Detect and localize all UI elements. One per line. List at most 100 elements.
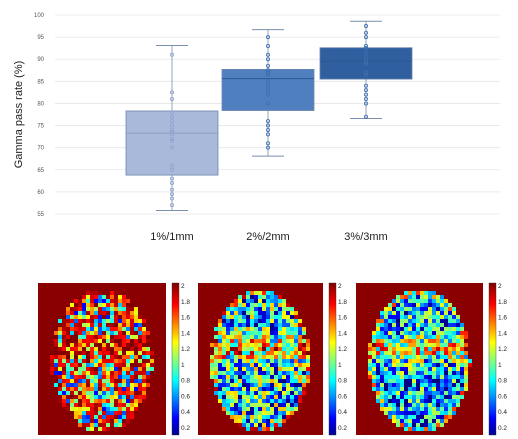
map-cell [404,415,408,419]
map-cell [270,375,274,379]
map-cell [238,331,242,335]
map-cell [94,339,98,343]
map-cell [114,323,118,327]
map-cell [78,299,82,303]
map-cell [146,359,150,363]
map-cell [432,351,436,355]
map-cell [452,363,456,367]
map-cell [432,307,436,311]
map-cell [74,347,78,351]
map-cell [230,319,234,323]
map-cell [424,359,428,363]
map-cell [94,423,98,427]
map-cell [114,427,118,431]
map-cell [246,379,250,383]
map-cell [388,303,392,307]
map-cell [82,319,86,323]
map-cell [230,315,234,319]
map-cell [86,375,90,379]
colorbar-tick-label: 1.8 [338,299,347,306]
map-cell [118,315,122,319]
map-cell [302,379,306,383]
map-cell [122,311,126,315]
map-cell [436,399,440,403]
map-cell [82,347,86,351]
map-cell [102,363,106,367]
map-cell [262,355,266,359]
map-cell [226,327,230,331]
map-cell [294,311,298,315]
map-cell [218,327,222,331]
map-cell [380,391,384,395]
map-cell [404,387,408,391]
map-cell [142,395,146,399]
map-cell [222,399,226,403]
map-cell [440,415,444,419]
map-cell [444,387,448,391]
map-cell [404,391,408,395]
map-cell [122,375,126,379]
map-cell [412,375,416,379]
map-cell [404,355,408,359]
map-cell [404,343,408,347]
map-cell [282,363,286,367]
map-cell [424,327,428,331]
map-cell [444,399,448,403]
map-cell [66,407,70,411]
data-point [265,70,270,75]
map-cell [134,351,138,355]
map-cell [242,339,246,343]
map-cell [388,415,392,419]
map-cell [424,363,428,367]
map-cell [70,307,74,311]
map-cell [384,371,388,375]
map-cell [110,367,114,371]
map-cell [58,347,62,351]
map-cell [384,395,388,399]
map-cell [432,295,436,299]
map-cell [412,363,416,367]
map-cell [408,423,412,427]
data-point [169,132,174,137]
map-cell [118,311,122,315]
map-cell [94,327,98,331]
map-cell [412,423,416,427]
map-cell [134,339,138,343]
map-cell [396,399,400,403]
map-cell [230,367,234,371]
map-cell [400,399,404,403]
map-cell [464,347,468,351]
map-cell [238,351,242,355]
map-cell [118,303,122,307]
colorbar-tick-label: 1.4 [338,330,347,337]
map-cell [134,399,138,403]
map-cell [234,387,238,391]
map-cell [412,403,416,407]
map-cell [302,383,306,387]
map-cell [110,419,114,423]
map-cell [432,395,436,399]
map-cell [444,351,448,355]
map-cell [396,375,400,379]
map-cell [274,307,278,311]
map-cell [234,307,238,311]
map-cell [372,367,376,371]
map-cell [270,347,274,351]
data-point [169,123,174,128]
map-cell [74,403,78,407]
map-cell [78,311,82,315]
map-cell [420,323,424,327]
map-cell [110,291,114,295]
map-cell [274,331,278,335]
map-cell [416,379,420,383]
data-point [265,83,270,88]
map-cell [146,343,150,347]
map-cell [436,407,440,411]
map-cell [392,407,396,411]
map-cell [230,307,234,311]
map-cell [444,411,448,415]
map-cell [102,383,106,387]
map-cell [150,351,154,355]
data-point [265,79,270,84]
map-cell [432,367,436,371]
